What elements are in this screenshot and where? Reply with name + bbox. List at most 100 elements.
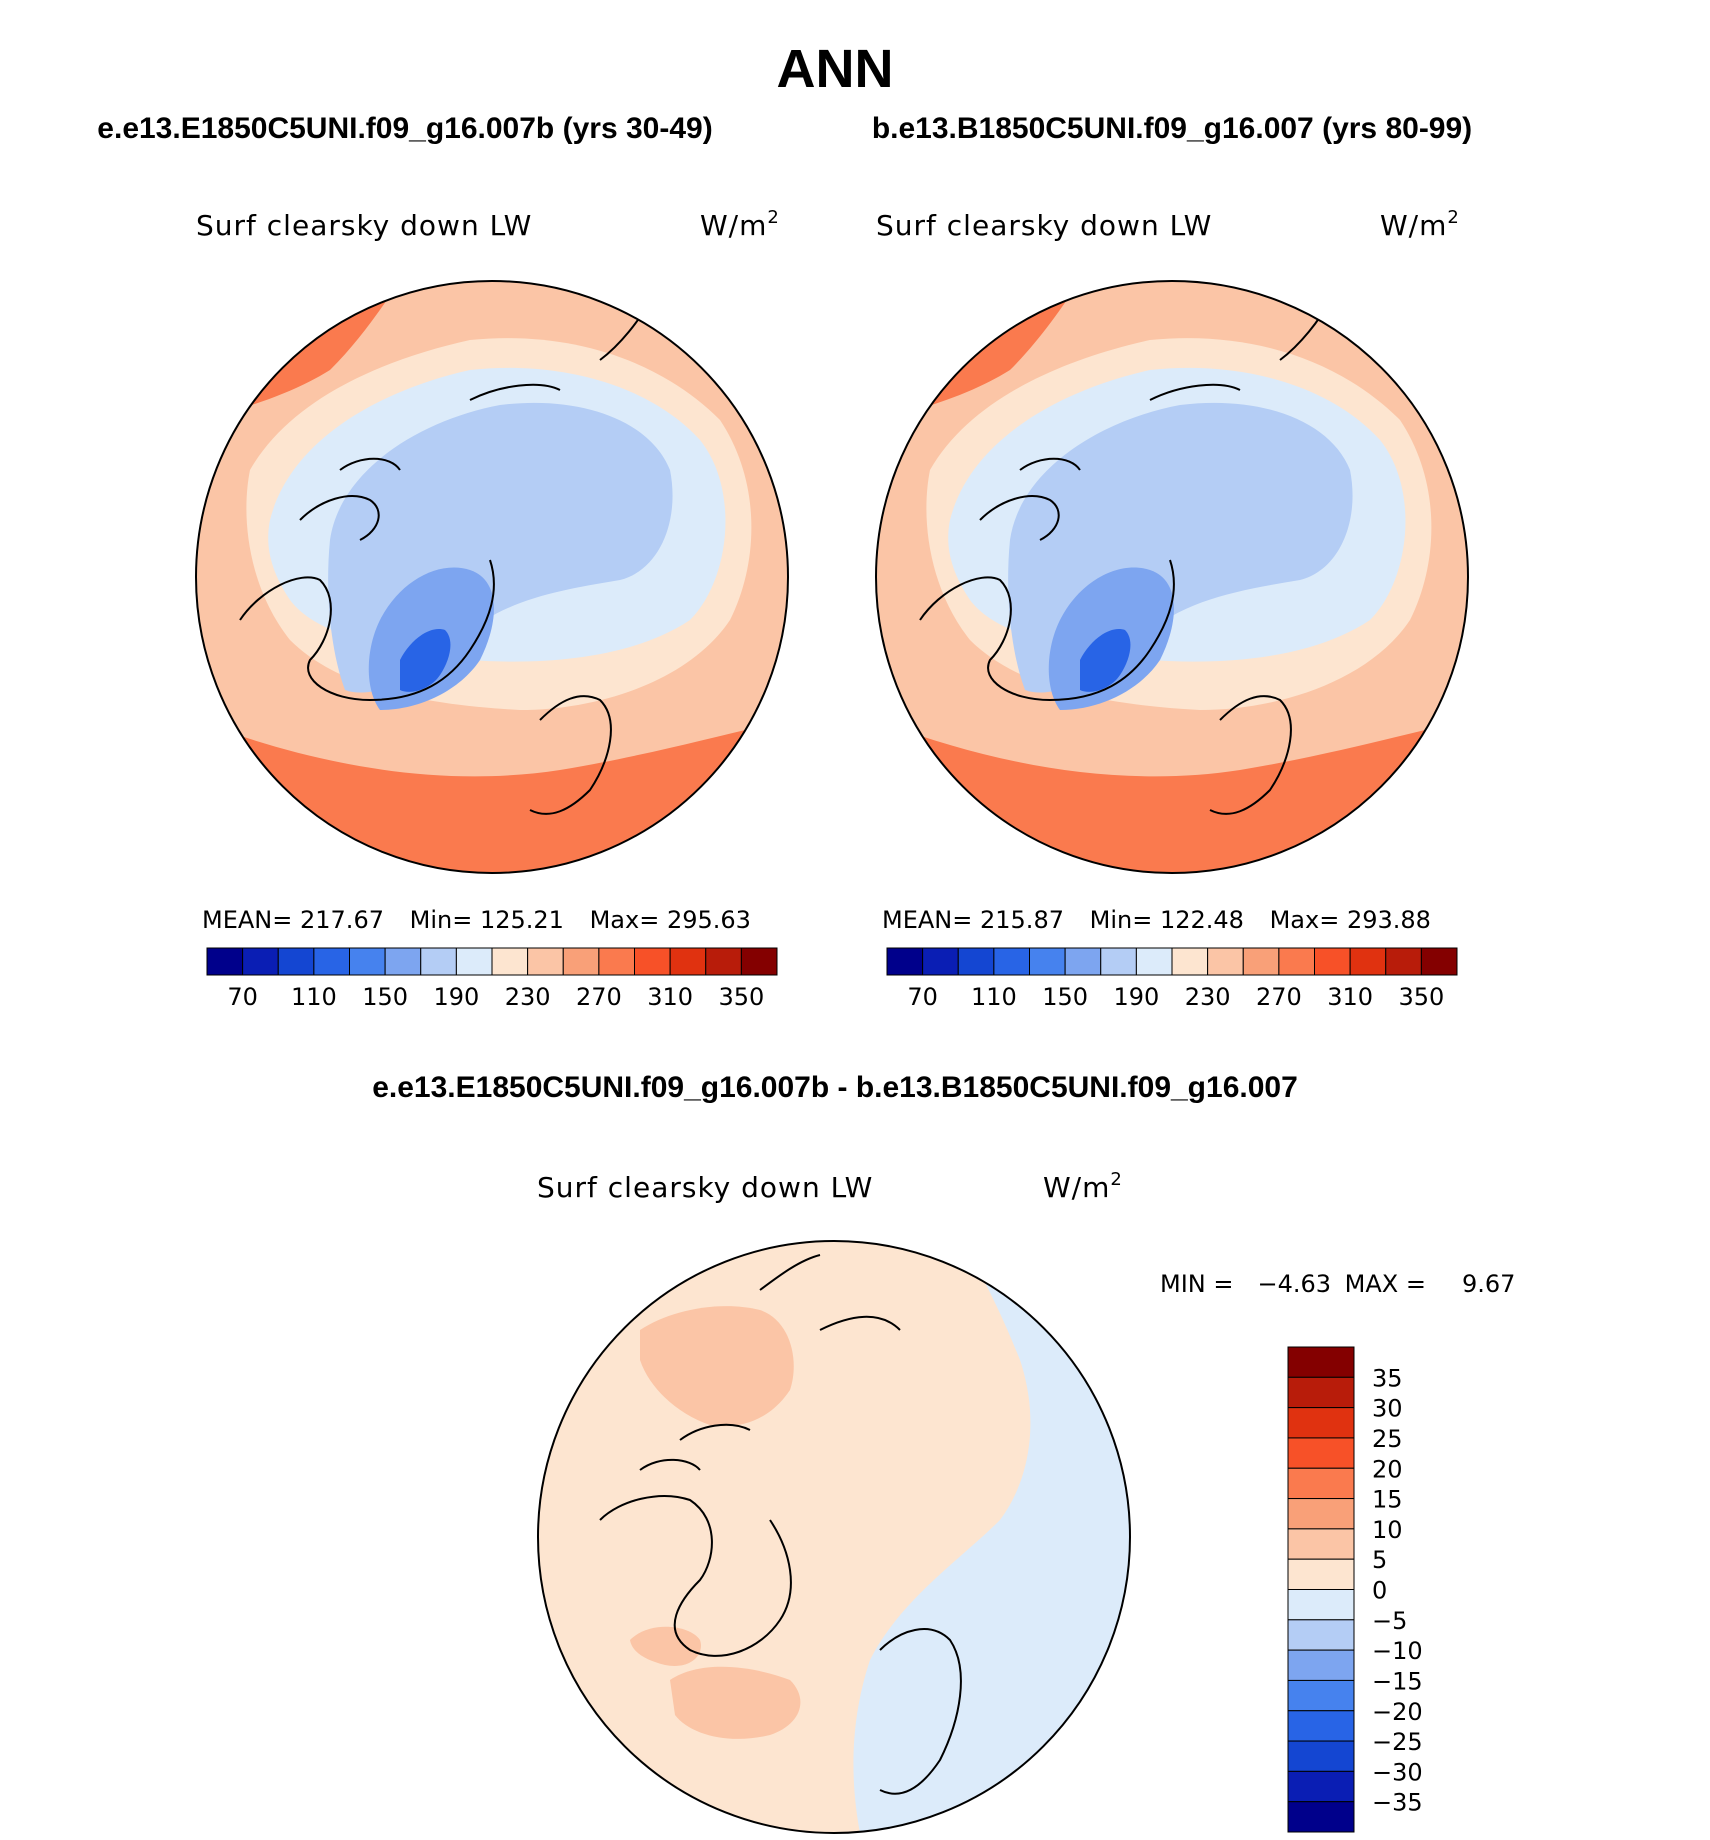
colorbar-case2-swatch [1100,947,1137,976]
panel-case1-stats: MEAN= 217.67 Min= 125.21 Max= 295.63 [202,906,751,934]
colorbar-case2-swatch [1420,947,1458,976]
colorbar-difference-tick-label: 10 [1372,1516,1403,1544]
colorbar-case2-tick-label: 230 [1185,983,1231,1011]
map-diff-coastline-2 [639,1423,751,1471]
figure-title: ANN [777,39,894,99]
colorbar-case2-swatch [922,947,959,976]
colorbar-difference-tick-label: −5 [1372,1607,1407,1635]
colorbar-case1-swatch [669,947,707,976]
colorbar-case1-tick-label: 150 [362,983,408,1011]
colorbar-case1-swatch [740,947,778,976]
colorbar-case1: 70 110 150 190 230 270 310 350 [206,947,778,1011]
map-case2-coastline-3 [1209,695,1292,815]
map-panel-case1: Surf clearsky down LW W/m2 MEAN= 217.67 … [195,207,789,1011]
map-case1-coastline-3 [529,695,612,815]
colorbar-case1-swatch [491,947,529,976]
colorbar-case2-tick-label: 70 [907,983,938,1011]
colorbar-difference-swatch [1287,1710,1355,1742]
map-case1-cool-deep [400,629,451,692]
colorbar-case2-tick-label: 190 [1113,983,1159,1011]
colorbar-difference-tick-label: 0 [1372,1577,1387,1605]
colorbar-case2-tick-label: 150 [1042,983,1088,1011]
colorbar-case1-swatch [349,947,386,976]
colorbar-difference-tick-label: −20 [1372,1698,1423,1726]
colorbar-difference-tick-label: −15 [1372,1667,1423,1695]
colorbar-case1-swatch [527,947,564,976]
panel-case1-units: W/m2 [700,207,780,242]
colorbar-case2-swatch [886,947,924,976]
colorbar-difference-swatch [1287,1679,1355,1712]
map-case2-coastline-1 [919,559,1175,702]
colorbar-case1-swatch [455,947,493,976]
colorbar-difference-swatch [1287,1407,1355,1439]
panel-diff-minmax: MIN = −4.63 MAX = 9.67 [1160,1270,1515,1298]
colorbar-case1-swatch [206,947,244,976]
map-diff-warm-patch-3 [630,1626,701,1666]
colorbar-case2-swatch [1314,947,1351,976]
colorbar-case2-swatch [1385,947,1422,976]
map-case2-border [875,280,1469,874]
colorbar-case1-swatch [598,947,635,976]
colorbar-difference-swatch [1287,1619,1355,1651]
colorbar-difference-tick-label: 20 [1372,1455,1403,1483]
colorbar-case2-tick-label: 350 [1398,983,1444,1011]
colorbar-case2-swatch [1171,947,1209,976]
colorbar-difference-tick-label: −25 [1372,1728,1423,1756]
map-case1-coastline-1 [239,559,495,702]
colorbar-difference-swatch [1287,1437,1355,1469]
colorbar-difference-swatch [1287,1740,1355,1772]
figure-subtitle-case1: e.e13.E1850C5UNI.f09_g16.007b (yrs 30-49… [97,112,712,145]
colorbar-difference-swatch [1287,1528,1355,1560]
colorbar-difference-swatch [1287,1558,1355,1590]
panel-case2-units: W/m2 [1380,207,1460,242]
colorbar-case1-swatch [242,947,279,976]
colorbar-case2-swatch [993,947,1030,976]
colorbar-case1-swatch [277,947,315,976]
map-panel-case2: Surf clearsky down LW W/m2 MEAN= 215.87 … [875,207,1469,1011]
colorbar-case2-swatch [1349,947,1387,976]
colorbar-case2-swatch [1064,947,1102,976]
map-case2-coastline-2 [979,457,1081,541]
colorbar-difference-tick-label: −35 [1372,1789,1423,1817]
colorbar-difference-swatch [1287,1346,1355,1378]
map-diff-border [537,1240,1131,1834]
colorbar-difference-swatch [1287,1467,1355,1500]
colorbar-difference-tick-label: −10 [1372,1637,1423,1665]
colorbar-case2-tick-label: 270 [1256,983,1302,1011]
panel-case2-stats: MEAN= 215.87 Min= 122.48 Max= 293.88 [882,906,1431,934]
colorbar-difference-tick-label: 15 [1372,1486,1403,1514]
colorbar-difference-tick-label: −30 [1372,1758,1423,1786]
colorbar-difference-swatch [1287,1801,1355,1833]
panel-case2-variable: Surf clearsky down LW [876,209,1212,242]
colorbar-difference-tick-label: 25 [1372,1425,1403,1453]
colorbar-difference-tick-label: 35 [1372,1364,1403,1392]
colorbar-case1-swatch [634,947,671,976]
colorbar-case2: 70 110 150 190 230 270 310 350 [886,947,1458,1011]
map-diff-warm-patch-1 [640,1306,794,1427]
colorbar-case2-swatch [957,947,995,976]
map-case1-coastline-2 [299,457,401,541]
colorbar-case2-swatch [1029,947,1066,976]
map-diff-warm-patch-2 [670,1666,801,1739]
colorbar-difference-swatch [1287,1498,1355,1530]
colorbar-difference-swatch [1287,1589,1355,1621]
colorbar-difference-swatch [1287,1376,1355,1409]
map-case1-border [195,280,789,874]
panel-case1-variable: Surf clearsky down LW [196,209,532,242]
colorbar-case2-swatch [1242,947,1280,976]
colorbar-difference-swatch [1287,1649,1355,1681]
panel-diff-units: W/m2 [1043,1169,1123,1204]
colorbar-case2-tick-label: 110 [971,983,1017,1011]
map-diff-coastline-3 [879,1628,962,1795]
colorbar-case2-swatch [1135,947,1173,976]
colorbar-case1-tick-label: 110 [291,983,337,1011]
colorbar-case1-swatch [562,947,600,976]
colorbar-case1-swatch [384,947,422,976]
colorbar-case2-tick-label: 310 [1327,983,1373,1011]
map-diff-coastline-1 [599,1495,792,1657]
colorbar-case1-tick-label: 350 [718,983,764,1011]
colorbar-difference-tick-label: 5 [1372,1546,1387,1574]
panel-diff-variable: Surf clearsky down LW [537,1171,873,1204]
colorbar-case1-tick-label: 230 [505,983,551,1011]
colorbar-case2-swatch [1207,947,1244,976]
